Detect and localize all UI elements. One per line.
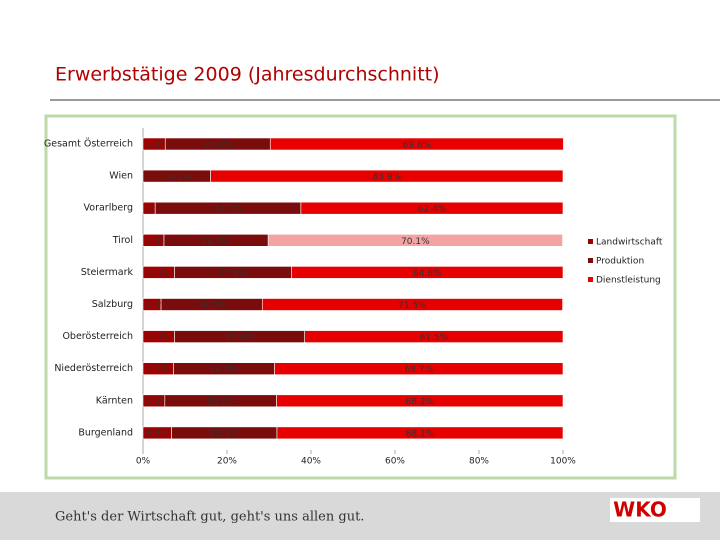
bar-segment	[261, 298, 563, 311]
category-label: Steiermark	[81, 267, 134, 278]
value-label: 26.6%	[206, 397, 235, 407]
logo: WKO	[613, 498, 667, 522]
x-tick-label: 0%	[136, 457, 151, 467]
value-label: 6.8%	[146, 429, 169, 439]
category-label: Salzburg	[92, 299, 133, 310]
category-label: Wien	[109, 171, 133, 182]
logo-box	[610, 498, 700, 522]
value-label: 16.1%	[163, 173, 192, 183]
bar-segment	[276, 426, 564, 440]
value-label: 25.0%	[203, 141, 232, 151]
bar-segment	[269, 137, 564, 151]
value-label: 24.0%	[210, 365, 239, 375]
value-label: 61.5%	[420, 333, 449, 343]
category-label: Gesamt Österreich	[44, 139, 133, 150]
value-label: 7.5%	[147, 333, 170, 343]
value-label: 68.2%	[405, 397, 434, 407]
plot: 0% 20% 40% 60% 80% 100% Gesamt Österreich 5.3% 2…	[44, 128, 663, 467]
bar-segment	[210, 169, 564, 183]
category-label: Vorarlberg	[84, 203, 134, 214]
legend-swatch	[588, 277, 593, 282]
category-label: Oberösterreich	[62, 331, 133, 342]
x-tick-label: 20%	[217, 457, 237, 467]
value-label: 24.1%	[197, 301, 226, 311]
category-label: Kärnten	[96, 395, 133, 406]
category-label: Tirol	[112, 235, 133, 246]
category-label: Burgenland	[78, 427, 133, 438]
legend-label: Produktion	[596, 257, 644, 267]
value-label: 68.1%	[406, 429, 435, 439]
value-label: 7.3%	[147, 365, 170, 375]
bar-segment	[276, 394, 564, 408]
value-label: 83.9%	[373, 173, 402, 183]
chart-title: Erwerbstätige 2009 (Jahresdurchschnitt)	[55, 64, 440, 86]
legend-swatch	[588, 258, 593, 263]
footer-band	[0, 492, 720, 540]
value-label: 31.0%	[225, 333, 254, 343]
value-label: 5.3%	[146, 141, 169, 151]
bar-segment	[304, 330, 564, 343]
legend-label: Landwirtschaft	[596, 238, 663, 248]
footer-text: Geht's der Wirtschaft gut, geht's uns al…	[55, 510, 364, 525]
value-label: 4.3%	[146, 301, 169, 311]
value-label: 25.1%	[210, 429, 239, 439]
value-label: 34.7%	[214, 205, 243, 215]
bar-segment	[291, 266, 564, 279]
x-tick-label: 60%	[385, 457, 405, 467]
value-label: 27.9%	[219, 269, 248, 279]
value-label: 62.4%	[418, 205, 447, 215]
bar-segment	[300, 201, 564, 215]
value-label: 71.5%	[398, 301, 427, 311]
value-label: 7.5%	[147, 269, 170, 279]
bar-segment	[267, 234, 563, 247]
legend-label: Dienstleistung	[596, 276, 661, 286]
category-label: Niederösterreich	[54, 363, 133, 374]
x-tick-label: 100%	[550, 457, 576, 467]
value-label: 68.7%	[404, 365, 433, 375]
value-label: 24.8%	[202, 237, 231, 247]
x-tick-label: 40%	[301, 457, 321, 467]
legend-swatch	[588, 239, 593, 244]
bar-segment	[274, 362, 564, 376]
value-label: 69.8%	[403, 141, 432, 151]
value-label: 64.6%	[413, 269, 442, 279]
x-tick-label: 80%	[469, 457, 489, 467]
value-label: 70.1%	[401, 237, 430, 247]
value-label: 5.2%	[146, 397, 169, 407]
chart-frame	[44, 114, 677, 480]
value-label: 5.0%	[146, 237, 169, 247]
